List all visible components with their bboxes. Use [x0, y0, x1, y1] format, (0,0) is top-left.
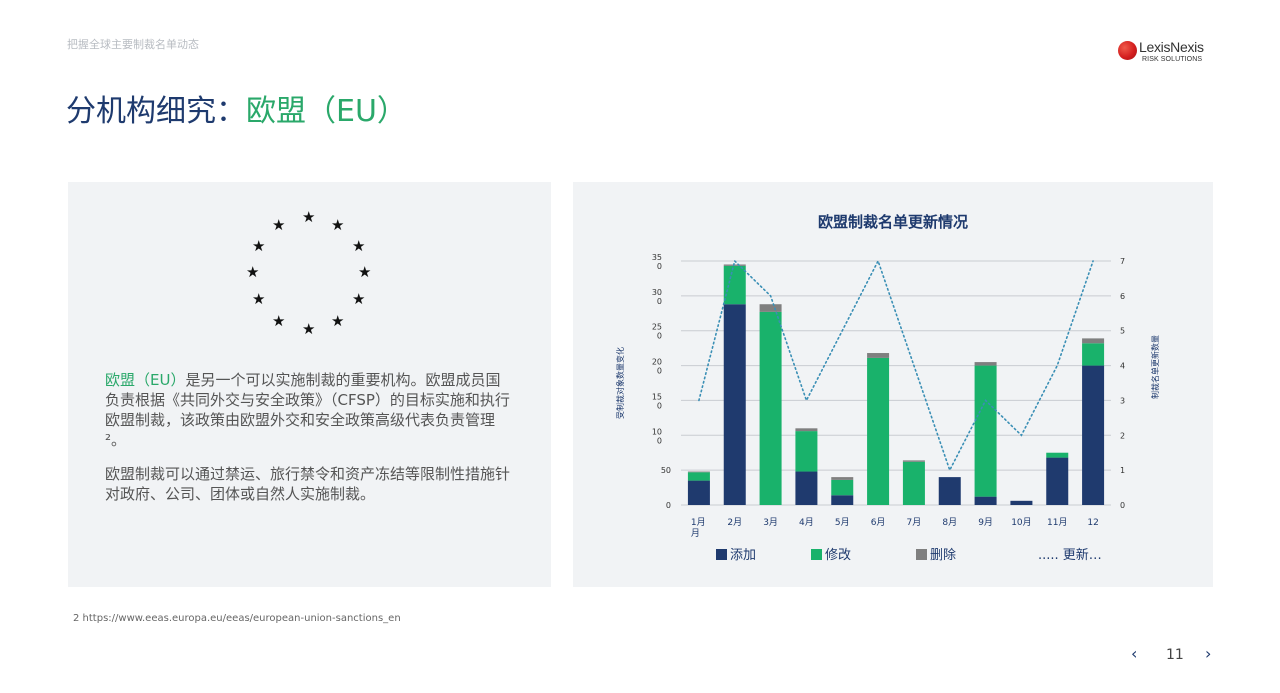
y2-tick-label: 3 [1120, 396, 1125, 405]
legend-deleted-swatch [916, 549, 927, 560]
eu-star-icon: ★ [272, 312, 286, 330]
update-count-line [698, 258, 1094, 473]
bar-added [1046, 457, 1069, 505]
legend-modified-swatch [811, 549, 822, 560]
y2-tick-label: 6 [1120, 292, 1125, 301]
bar-modified [831, 479, 854, 496]
y-tick-label: 0 [666, 501, 671, 510]
eu-star-icon: ★ [331, 216, 345, 234]
page-title-prefix: 分机构细究： [66, 94, 246, 129]
bar-deleted [759, 304, 782, 312]
bar-added [974, 496, 997, 505]
bar-deleted [1082, 338, 1105, 344]
eu-intro-paragraph: 欧盟（EU）是另一个可以实施制裁的重要机构。欧盟成员国负责根据《共同外交与安全政… [105, 370, 515, 450]
bar-deleted [723, 264, 746, 266]
bar-added [1010, 500, 1033, 505]
bar-modified [1046, 452, 1069, 458]
page-title-accent: 欧盟（EU） [246, 94, 407, 129]
bar-deleted [867, 353, 890, 358]
chart-panel [573, 182, 1213, 587]
section-eyebrow: 把握全球主要制裁名单动态 [67, 38, 199, 51]
y-tick-label: 25 0 [652, 323, 662, 341]
x-tick-label: 1月月 [691, 517, 706, 539]
x-tick-label: 3月 [763, 517, 778, 528]
x-tick-label: 8月 [942, 517, 957, 528]
eu-intro-accent: 欧盟（EU） [105, 371, 186, 389]
y-tick-label: 30 0 [652, 288, 662, 306]
bar-modified [867, 357, 890, 505]
chart-title: 欧盟制裁名单更新情况 [817, 213, 968, 231]
bar-added [938, 477, 961, 505]
eu-star-icon: ★ [352, 237, 366, 255]
logo-emblem-icon [1118, 41, 1137, 60]
x-tick-label: 11月 [1047, 517, 1067, 528]
x-tick-label: 10月 [1011, 517, 1031, 528]
y2-tick-label: 1 [1120, 466, 1125, 475]
bar-modified [795, 431, 818, 472]
bar-deleted [831, 477, 854, 480]
eu-flag-stars-icon: ★ ★ ★ ★ ★ ★ ★ ★ ★ ★ ★ ★ [238, 206, 378, 338]
bar-modified [723, 265, 746, 305]
eu-star-icon: ★ [272, 216, 286, 234]
previous-page-button[interactable]: ‹ [1131, 644, 1138, 663]
bar-added [723, 304, 746, 505]
logo-name: LexisNexis [1139, 39, 1204, 55]
x-tick-label: 9月 [978, 517, 993, 528]
bar-deleted [687, 471, 710, 473]
legend-deleted: 删除 [930, 548, 956, 563]
eu-star-icon: ★ [302, 320, 316, 338]
page-number: 11 [1166, 647, 1184, 663]
y-tick-label: 10 0 [652, 427, 662, 445]
eu-star-icon: ★ [302, 208, 316, 226]
eu-star-icon: ★ [331, 312, 345, 330]
bar-modified [1082, 343, 1105, 366]
y-tick-label: 15 0 [652, 392, 662, 410]
y-tick-label: 20 0 [652, 358, 662, 376]
logo-subtitle: RISK SOLUTIONS [1142, 56, 1203, 63]
x-tick-label: 12 [1087, 518, 1098, 528]
bar-deleted [902, 460, 925, 462]
bar-added [1082, 365, 1105, 505]
bar-added [795, 471, 818, 505]
legend-added: 添加 [730, 548, 756, 563]
y2-tick-label: 7 [1120, 257, 1125, 266]
legend-added-swatch [716, 549, 727, 560]
y2-tick-label: 4 [1120, 362, 1125, 371]
next-page-button[interactable]: › [1205, 644, 1212, 663]
bar-added [687, 480, 710, 505]
eu-intro-text: 是另一个可以实施制裁的重要机构。欧盟成员国负责根据《共同外交与安全政策》（CFS… [105, 371, 510, 449]
eu-star-icon: ★ [252, 290, 266, 308]
x-tick-label: 6月 [871, 517, 886, 528]
footnote-link[interactable]: 2 https://www.eeas.europa.eu/eeas/europe… [73, 613, 401, 624]
page-title: 分机构细究：欧盟（EU） [66, 86, 407, 130]
x-tick-label: 5月 [835, 517, 850, 528]
bar-modified [687, 472, 710, 481]
bar-modified [759, 311, 782, 505]
y-axis-title: 受制裁对象数量变化 [615, 347, 625, 419]
eu-star-icon: ★ [358, 263, 372, 281]
legend-modified: 修改 [825, 548, 851, 563]
eu-star-icon: ★ [252, 237, 266, 255]
bar-deleted [974, 362, 997, 366]
y2-tick-label: 2 [1120, 431, 1125, 440]
left-info-panel [68, 182, 551, 587]
legend-updates: ..... 更新… [1038, 547, 1102, 563]
bar-added [831, 495, 854, 505]
bar-deleted [795, 428, 818, 432]
y2-tick-label: 0 [1120, 501, 1125, 510]
lexisnexis-logo: LexisNexis RISK SOLUTIONS [1118, 39, 1228, 67]
y-tick-label: 35 0 [652, 253, 662, 271]
eu-measures-paragraph: 欧盟制裁可以通过禁运、旅行禁令和资产冻结等限制性措施针对政府、公司、团体或自然人… [105, 465, 511, 503]
y2-axis-title: 制裁名单更新数量 [1150, 335, 1160, 399]
x-tick-label: 2月 [727, 517, 742, 528]
eu-star-icon: ★ [352, 290, 366, 308]
x-tick-label: 7月 [907, 517, 922, 528]
eu-star-icon: ★ [246, 263, 260, 281]
x-tick-label: 4月 [799, 517, 814, 528]
bar-modified [974, 365, 997, 497]
bar-modified [902, 461, 925, 505]
y-tick-label: 50 [661, 466, 671, 475]
y2-tick-label: 5 [1120, 327, 1125, 336]
